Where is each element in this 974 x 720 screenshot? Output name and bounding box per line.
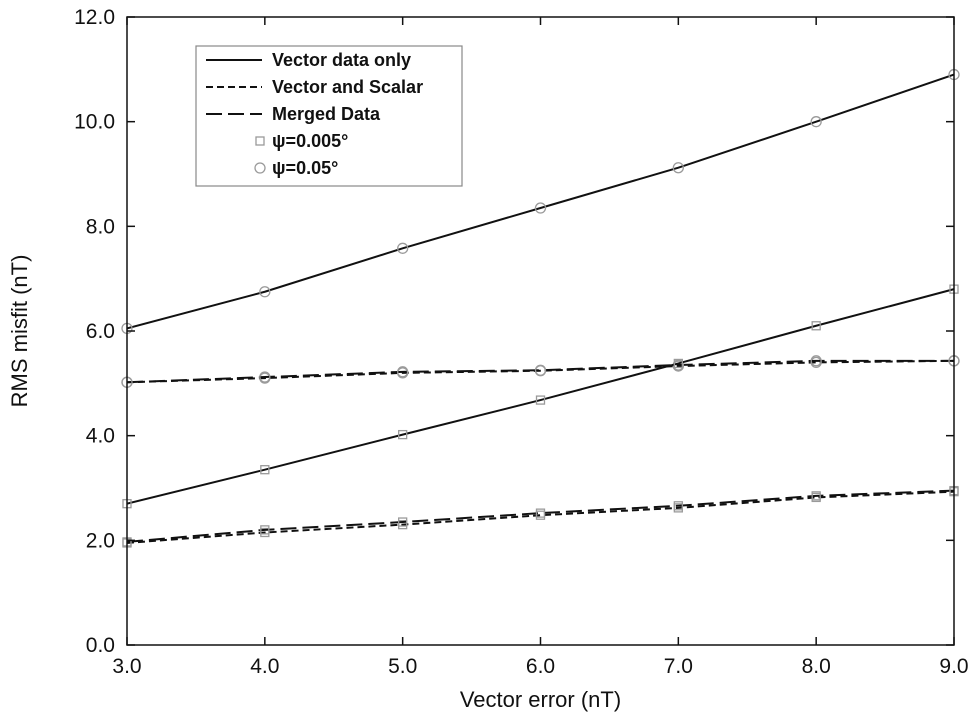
data-point-square xyxy=(398,517,408,527)
data-point-square xyxy=(398,429,408,440)
legend-swatch-square-marker xyxy=(255,136,265,146)
y-tick-label: 4.0 xyxy=(86,425,115,448)
series-layer xyxy=(121,68,960,548)
x-tick-label: 9.0 xyxy=(939,655,968,678)
legend-label: Vector and Scalar xyxy=(272,77,423,97)
data-point-square xyxy=(673,501,683,511)
x-tick-label: 3.0 xyxy=(112,655,141,678)
x-tick-label: 8.0 xyxy=(802,655,831,678)
series-line-5 xyxy=(126,490,955,544)
data-point-circle xyxy=(534,364,547,376)
legend-box xyxy=(195,45,463,187)
x-axis-title: Vector error (nT) xyxy=(460,687,621,712)
legend-swatch-circle-marker xyxy=(254,162,266,174)
data-point-square xyxy=(535,395,546,405)
y-tick-label: 2.0 xyxy=(86,529,115,552)
y-tick-label: 6.0 xyxy=(86,320,115,343)
x-tick-label: 4.0 xyxy=(250,655,279,678)
data-point-circle xyxy=(259,371,271,383)
data-point-circle xyxy=(397,242,409,254)
data-point-circle xyxy=(810,355,822,367)
data-point-square xyxy=(260,525,270,535)
legend-label: Merged Data xyxy=(272,104,381,124)
series-line-6 xyxy=(126,489,955,543)
y-axis-title: RMS misfit (nT) xyxy=(7,255,32,408)
y-tick-label: 12.0 xyxy=(74,6,115,29)
x-tick-label: 7.0 xyxy=(664,655,693,678)
data-point-square xyxy=(811,321,821,331)
legend-label: ψ=0.05° xyxy=(272,158,338,178)
data-point-circle xyxy=(672,162,684,174)
x-tick-label: 6.0 xyxy=(526,655,555,678)
data-point-circle xyxy=(810,116,822,128)
data-point-circle xyxy=(397,366,409,378)
data-point-square xyxy=(260,465,270,475)
y-tick-label: 8.0 xyxy=(86,215,115,238)
y-tick-label: 10.0 xyxy=(74,111,115,134)
ticks-layer: 3.0 4.0 5.0 6.0 7.0 8.0 9.0 0.0 2.0 4.0 6.0 8.0 10.0… xyxy=(74,6,968,678)
legend-label: ψ=0.005° xyxy=(272,131,348,151)
data-point-square xyxy=(673,358,683,369)
series-line-1 xyxy=(126,73,955,330)
x-tick-label: 5.0 xyxy=(388,655,417,678)
data-point-circle xyxy=(259,286,271,298)
legend-label: Vector data only xyxy=(272,50,411,70)
data-point-circle xyxy=(534,202,547,214)
series-line-2 xyxy=(126,359,955,384)
data-point-square xyxy=(811,491,821,501)
legend: Vector data only Vector and Scalar Merged … xyxy=(195,45,463,187)
y-tick-label: 0.0 xyxy=(86,634,115,657)
series-line-4 xyxy=(126,288,955,505)
series-line-3 xyxy=(126,359,954,384)
data-point-square xyxy=(535,508,546,518)
